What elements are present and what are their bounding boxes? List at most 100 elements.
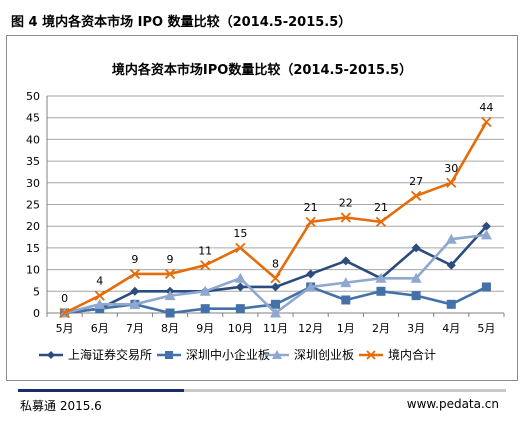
y-tick-label: 15 bbox=[26, 242, 40, 255]
legend-entry: 上海证券交易所 bbox=[39, 347, 152, 362]
data-point bbox=[410, 190, 422, 201]
data-point bbox=[480, 229, 492, 240]
y-tick-label: 50 bbox=[26, 90, 40, 103]
legend-marker bbox=[272, 350, 282, 359]
legend-label: 深圳创业板 bbox=[294, 348, 354, 362]
data-point bbox=[94, 298, 106, 309]
data-point bbox=[340, 277, 352, 288]
data-label: 8 bbox=[272, 257, 279, 270]
data-point bbox=[305, 281, 317, 292]
x-tick-label: 5月 bbox=[477, 322, 495, 335]
footer-bar-dark bbox=[18, 389, 184, 392]
data-point bbox=[130, 286, 140, 296]
y-tick-label: 10 bbox=[26, 264, 40, 277]
data-point bbox=[94, 290, 105, 301]
data-label: 4 bbox=[96, 275, 103, 288]
y-tick-label: 35 bbox=[26, 155, 40, 168]
data-point bbox=[200, 260, 211, 271]
y-tick-label: 20 bbox=[26, 220, 40, 233]
legend-marker bbox=[366, 350, 376, 360]
data-point bbox=[234, 272, 246, 283]
data-label: 22 bbox=[339, 197, 353, 210]
data-point bbox=[376, 286, 386, 296]
data-point bbox=[446, 177, 457, 188]
data-point bbox=[129, 298, 141, 309]
data-point bbox=[59, 307, 70, 319]
footer-bar-light bbox=[184, 389, 506, 392]
data-point bbox=[235, 304, 245, 314]
x-tick-label: 10月 bbox=[228, 322, 253, 335]
x-tick-label: 11月 bbox=[263, 322, 288, 335]
x-tick-label: 2月 bbox=[372, 322, 390, 335]
x-tick-label: 7月 bbox=[126, 322, 144, 335]
data-point bbox=[375, 216, 387, 227]
data-label: 27 bbox=[409, 175, 423, 188]
legend-marker bbox=[165, 351, 173, 359]
legend-marker bbox=[47, 351, 55, 359]
data-point bbox=[446, 299, 456, 309]
legend-label: 深圳中小企业板 bbox=[186, 347, 270, 362]
legend-entry: 境内合计 bbox=[359, 347, 436, 362]
data-label: 30 bbox=[444, 162, 458, 175]
footer-source: 私募通 2015.6 bbox=[20, 399, 102, 413]
data-point bbox=[165, 308, 175, 318]
line-chart: 境内各资本市场IPO数量比较（2014.5-2015.5） 0 5 10 15 20 25… bbox=[26, 62, 505, 362]
data-point bbox=[200, 304, 210, 314]
data-label: 0 bbox=[61, 292, 68, 305]
legend-label: 境内合计 bbox=[388, 347, 436, 362]
data-point bbox=[270, 307, 281, 318]
x-tick-label: 6月 bbox=[91, 322, 109, 335]
data-point bbox=[271, 299, 280, 309]
data-label: 15 bbox=[233, 227, 247, 240]
x-tick-label: 4月 bbox=[442, 322, 460, 335]
data-point bbox=[340, 212, 351, 223]
x-tick-label: 5月 bbox=[56, 322, 74, 335]
data-point bbox=[235, 282, 245, 292]
data-label: 9 bbox=[167, 253, 174, 266]
x-tick-label: 9月 bbox=[196, 322, 214, 335]
data-point bbox=[129, 268, 141, 280]
data-point bbox=[341, 295, 351, 305]
y-tick-label: 25 bbox=[26, 199, 40, 212]
data-point bbox=[481, 282, 491, 292]
x-tick-label: 1月 bbox=[337, 322, 355, 335]
chart-frame: 境内各资本市场IPO数量比较（2014.5-2015.5） 0 5 10 15 20 25… bbox=[6, 35, 518, 381]
chart-title: 境内各资本市场IPO数量比较（2014.5-2015.5） bbox=[112, 62, 412, 78]
data-label: 21 bbox=[374, 201, 388, 214]
legend-entry: 深圳创业板 bbox=[265, 348, 354, 362]
y-tick-label: 0 bbox=[33, 307, 40, 320]
data-point bbox=[411, 291, 421, 301]
data-point bbox=[270, 273, 281, 284]
data-point bbox=[481, 116, 492, 128]
data-point bbox=[375, 272, 387, 283]
data-point bbox=[164, 290, 176, 301]
x-tick-label: 3月 bbox=[407, 322, 425, 335]
data-point bbox=[164, 268, 176, 280]
data-label: 9 bbox=[131, 253, 138, 266]
y-tick-label: 40 bbox=[26, 133, 40, 146]
x-tick-label: 12月 bbox=[298, 322, 323, 335]
series-3 bbox=[59, 229, 492, 318]
y-tick-label: 30 bbox=[26, 177, 40, 190]
data-point bbox=[410, 272, 422, 283]
data-label: 21 bbox=[304, 201, 318, 214]
data-point bbox=[235, 242, 246, 254]
data-point bbox=[199, 285, 211, 296]
data-label: 44 bbox=[479, 101, 493, 114]
data-point bbox=[445, 233, 457, 244]
data-point bbox=[481, 221, 491, 231]
data-point bbox=[411, 243, 421, 253]
x-tick-label: 8月 bbox=[161, 322, 179, 335]
legend-entry: 深圳中小企业板 bbox=[157, 347, 270, 362]
data-point bbox=[446, 260, 456, 270]
legend-label: 上海证券交易所 bbox=[68, 347, 152, 362]
y-tick-label: 45 bbox=[26, 112, 40, 125]
series-4 bbox=[59, 116, 492, 319]
y-tick-label: 5 bbox=[33, 285, 40, 298]
data-point bbox=[306, 269, 316, 279]
data-point bbox=[341, 256, 351, 266]
data-label: 11 bbox=[198, 244, 212, 257]
footer-website: www.pedata.cn bbox=[406, 397, 499, 411]
data-point bbox=[271, 282, 280, 292]
data-point bbox=[305, 216, 316, 227]
